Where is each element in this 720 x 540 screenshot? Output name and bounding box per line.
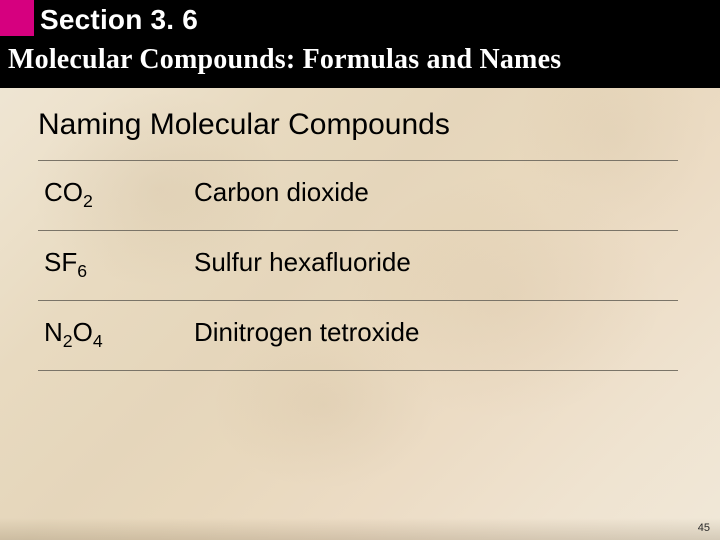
table-row: SF6 Sulfur hexafluoride — [38, 231, 678, 301]
content-area: Naming Molecular Compounds CO2 Carbon di… — [38, 108, 696, 371]
section-label: Section 3. 6 — [40, 4, 198, 36]
formula-base: CO — [44, 177, 83, 207]
table-row: N2O4 Dinitrogen tetroxide — [38, 301, 678, 371]
formula-cell: SF6 — [38, 231, 188, 301]
formula-prefix-subscript: 2 — [63, 331, 73, 351]
formula-base: SF — [44, 247, 77, 277]
formula-subscript: 2 — [83, 191, 93, 211]
accent-block — [0, 0, 34, 36]
formula-subscript: 4 — [93, 331, 103, 351]
section-subtitle: Molecular Compounds: Formulas and Names — [8, 44, 561, 76]
formula-cell: CO2 — [38, 161, 188, 231]
name-cell: Carbon dioxide — [188, 161, 678, 231]
name-cell: Sulfur hexafluoride — [188, 231, 678, 301]
formula-base: O — [73, 317, 93, 347]
bottom-shadow — [0, 518, 720, 540]
content-heading: Naming Molecular Compounds — [38, 108, 696, 142]
formula-subscript: 6 — [77, 261, 87, 281]
compound-table: CO2 Carbon dioxide SF6 Sulfur hexafluori… — [38, 160, 678, 371]
table-row: CO2 Carbon dioxide — [38, 161, 678, 231]
page-number: 45 — [698, 522, 710, 534]
formula-cell: N2O4 — [38, 301, 188, 371]
formula-prefix: N — [44, 317, 63, 347]
name-cell: Dinitrogen tetroxide — [188, 301, 678, 371]
